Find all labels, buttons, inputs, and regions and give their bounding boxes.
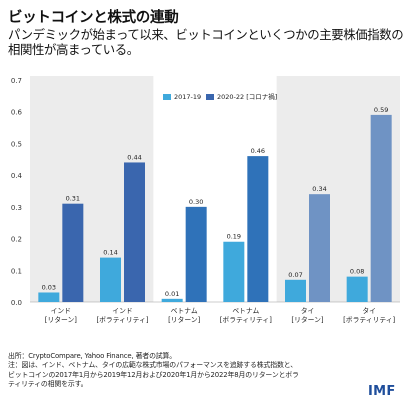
legend-label-2017-19: 2017-19 [174,93,201,101]
category-label-line-2: [リターン] [291,315,323,324]
category-label-line-1: ベトナム [232,307,259,315]
subtitle-line-2: 相関性が高まっている。 [8,42,139,57]
bar-2017-19 [100,257,121,302]
chart-notes: 出所：CryptoCompare, Yahoo Finance, 著者の試算。 … [8,352,404,389]
bar-2017-19 [285,279,306,302]
bar-2020-22 [124,162,145,302]
data-label-2017-19: 0.14 [103,249,117,257]
data-label-2020-22: 0.46 [251,147,265,155]
bar-2020-22 [247,156,269,302]
imf-logo: IMF [368,384,396,399]
y-tick-label: 0.2 [11,236,22,244]
data-label-2017-19: 0.19 [227,233,241,241]
data-label-2017-19: 0.07 [288,271,302,279]
data-label-2020-22: 0.30 [189,198,203,206]
y-tick-label: 0.7 [11,77,22,85]
bar-2020-22 [370,114,392,302]
y-tick-label: 0.0 [11,299,22,307]
y-tick-label: 0.5 [11,140,22,148]
category-label-line-2: [ボラティリティ] [220,316,272,324]
legend-label-2020-22: 2020-22 [コロナ禍] [217,92,277,101]
data-label-2020-22: 0.59 [374,106,388,114]
data-label-2020-22: 0.44 [127,153,141,161]
data-label-2017-19: 0.03 [42,283,56,291]
data-label-2017-19: 0.08 [350,268,364,276]
y-tick-label: 0.3 [11,204,22,212]
category-label-line-2: [ボラティリティ] [96,316,148,324]
category-label-line-1: ベトナム [171,307,198,315]
note-line-2: ビットコインの2017年1月から2019年12月および2020年1月から2022… [8,370,299,379]
note-line-1: 注：図は、インド、ベトナム、タイの広範な株式市場のパフォーマンスを追跡する株式指… [8,361,297,370]
data-label-2017-19: 0.01 [165,290,179,298]
category-label-line-2: [リターン] [168,315,200,324]
subtitle-line-1: パンデミックが始まって以来、ビットコインといくつかの主要株価指数の [8,27,404,42]
category-label-line-1: インド [51,307,71,315]
data-label-2020-22: 0.31 [66,195,80,203]
y-tick-label: 0.6 [11,109,23,117]
legend-swatch-2020-22 [206,94,214,100]
chart-title: ビットコインと株式の連動 [8,10,179,26]
bar-2020-22 [185,206,207,302]
bar-2017-19 [223,241,245,302]
category-label-line-1: タイ [301,306,315,315]
category-label-line-2: [リターン] [45,315,77,324]
category-label-line-2: [ボラティリティ] [343,316,395,324]
bar-2020-22 [309,194,330,302]
y-tick-label: 0.1 [11,267,22,275]
y-tick-label: 0.4 [11,172,23,180]
bar-chart: 0.00.10.20.30.40.50.60.70.030.31インド[リターン… [11,76,400,324]
legend-swatch-2017-19 [163,94,171,100]
chart-subtitle: パンデミックが始まって以来、ビットコインといくつかの主要株価指数の 相関性が高ま… [8,27,404,57]
source-note: 出所：CryptoCompare, Yahoo Finance, 著者の試算。 [8,352,177,360]
note-line-3: ティリティの相関を示す。 [8,379,88,388]
bar-2017-19 [161,298,183,302]
data-label-2020-22: 0.34 [312,185,326,193]
category-label-line-1: インド [112,307,132,315]
bar-2020-22 [62,203,84,302]
bar-2017-19 [38,292,60,302]
bar-2017-19 [346,276,368,302]
category-label-line-1: タイ [362,306,376,315]
